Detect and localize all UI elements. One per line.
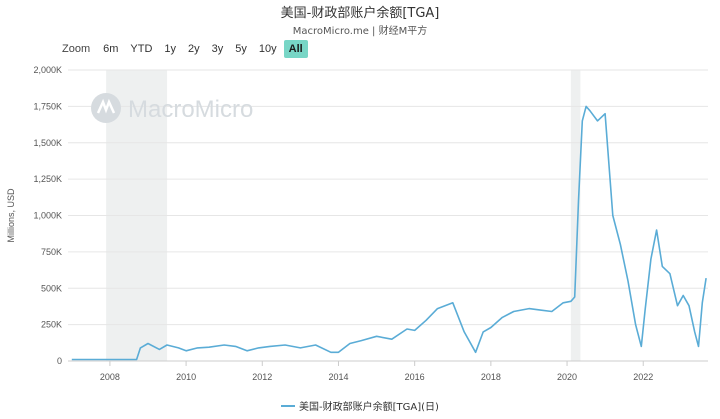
- y-tick-label-8: 2,000K: [33, 65, 62, 75]
- zoom-button-all[interactable]: All: [283, 40, 308, 58]
- zoom-button-ytd[interactable]: YTD: [130, 43, 153, 55]
- x-tick-label-4: 2016: [405, 372, 425, 382]
- y-tick-label-7: 1,750K: [33, 101, 62, 111]
- series-line-tga: [71, 105, 707, 361]
- y-tick-label-4: 1,000K: [33, 211, 62, 221]
- legend-label: 美国-财政部账户余额[TGA](日): [299, 402, 439, 413]
- y-tick-label-1: 250K: [41, 320, 62, 330]
- zoom-button-5y[interactable]: 5y: [235, 43, 247, 55]
- x-tick-label-3: 2014: [328, 372, 348, 382]
- x-tick-label-7: 2022: [633, 372, 653, 382]
- macromicro-logo-icon: [91, 93, 121, 123]
- y-tick-label-6: 1,500K: [33, 138, 62, 148]
- y-tick-label-0: 0: [57, 356, 62, 366]
- zoom-button-10y[interactable]: 10y: [258, 43, 277, 55]
- y-tick-label-2: 500K: [41, 283, 62, 293]
- chart-title: 美国-财政部账户余额[TGA]: [280, 6, 440, 21]
- chart-subtitle: MacroMicro.me | 财经M平方: [292, 26, 428, 37]
- x-tick-label-0: 2008: [100, 372, 120, 382]
- x-tick-label-1: 2010: [176, 372, 196, 382]
- y-tick-label-3: 750K: [41, 247, 62, 257]
- zoom-button-3y[interactable]: 3y: [211, 43, 224, 55]
- zoom-label: Zoom: [62, 43, 91, 55]
- watermark-text: MacroMicro: [128, 96, 253, 123]
- x-tick-label-6: 2020: [557, 372, 577, 382]
- x-tick-label-2: 2012: [252, 372, 272, 382]
- zoom-bar: Zoom 6m YTD 1y 2y 3y 5y 10y All: [62, 40, 310, 58]
- legend[interactable]: 美国-财政部账户余额[TGA](日): [0, 398, 720, 413]
- legend-swatch: [281, 405, 296, 407]
- y-tick-label-5: 1,250K: [33, 174, 62, 184]
- zoom-button-1y[interactable]: 1y: [164, 43, 177, 55]
- zoom-button-2y[interactable]: 2y: [188, 43, 200, 55]
- x-tick-label-5: 2018: [481, 372, 501, 382]
- y-axis-title: Millions, USD: [6, 188, 16, 243]
- zoom-button-6m[interactable]: 6m: [103, 43, 119, 55]
